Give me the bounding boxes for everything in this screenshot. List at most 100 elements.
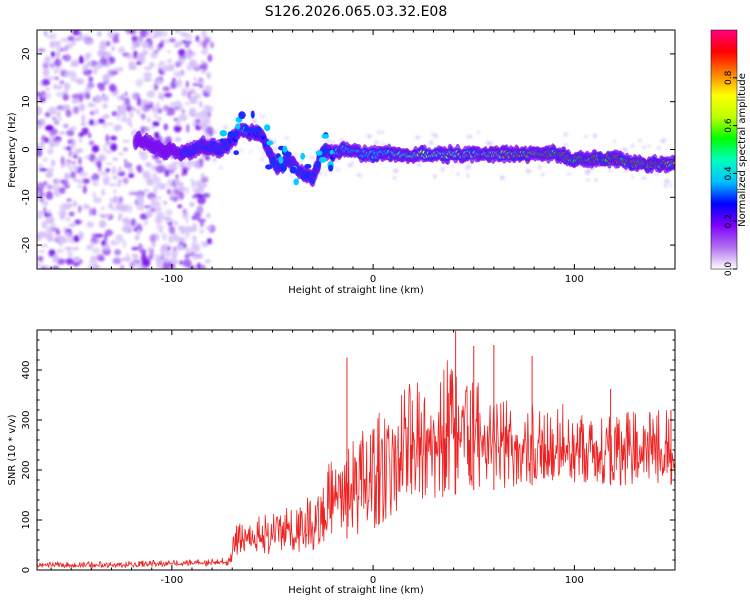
- noise-blob: [173, 259, 179, 264]
- noise-blob: [309, 156, 315, 160]
- noise-blob: [144, 219, 148, 226]
- noise-blob: [466, 135, 473, 139]
- noise-blob: [101, 244, 111, 250]
- noise-blob: [185, 248, 190, 253]
- noise-blob: [393, 168, 399, 174]
- noise-blob: [186, 48, 192, 55]
- noise-blob: [193, 77, 197, 82]
- noise-blob: [78, 205, 82, 213]
- track-fragment: [238, 111, 246, 120]
- noise-blob: [169, 102, 177, 107]
- noise-blob: [122, 239, 127, 249]
- noise-blob: [128, 167, 134, 175]
- noise-blob: [47, 209, 52, 215]
- noise-blob: [191, 180, 195, 189]
- noise-blob: [205, 259, 211, 264]
- noise-blob: [108, 183, 117, 187]
- noise-blob: [37, 142, 41, 147]
- noise-blob: [37, 146, 41, 155]
- noise-blob: [99, 170, 109, 177]
- noise-blob: [136, 97, 142, 107]
- noise-blob: [477, 130, 481, 134]
- noise-blob: [196, 205, 204, 215]
- noise-blob: [204, 85, 213, 94]
- noise-blob: [155, 253, 159, 260]
- noise-blob: [110, 197, 119, 204]
- noise-blob: [128, 173, 135, 178]
- noise-blob: [78, 103, 86, 112]
- noise-blob: [89, 119, 94, 126]
- noise-blob: [541, 172, 545, 177]
- noise-blob: [563, 132, 569, 137]
- noise-blob: [127, 204, 133, 213]
- noise-blob: [153, 30, 163, 38]
- noise-blob: [56, 235, 65, 242]
- noise-blob: [92, 191, 96, 199]
- noise-blob: [222, 125, 228, 129]
- noise-blob: [71, 246, 80, 251]
- noise-blob: [53, 69, 58, 75]
- noise-blob: [451, 165, 455, 168]
- noise-blob: [105, 134, 110, 143]
- noise-blob: [118, 166, 122, 173]
- snr-panel: -100 0 100 0 100 200 300 400 Height of straigh…: [7, 329, 676, 596]
- colorbar: 0.0 0.2 0.4 0.6 0.8 Normalized spectral ampl…: [710, 29, 748, 276]
- y-tick-label: 10: [21, 95, 32, 108]
- noise-blob: [59, 203, 67, 212]
- colorbar-ticks: 0.0 0.2 0.4 0.6 0.8: [724, 70, 737, 276]
- noise-blob: [174, 61, 182, 68]
- track-fragment: [266, 140, 274, 146]
- noise-blob: [37, 231, 47, 238]
- noise-blob: [178, 104, 183, 111]
- noise-blob: [56, 111, 61, 118]
- noise-blob: [102, 74, 110, 81]
- snr-y-ticks: 0 100 200 300 400: [21, 339, 675, 573]
- noise-blob: [154, 131, 160, 140]
- noise-blob: [111, 166, 117, 175]
- noise-blob: [122, 217, 130, 225]
- noise-blob: [156, 206, 162, 212]
- noise-blob: [181, 236, 186, 245]
- noise-blob: [98, 213, 104, 218]
- noise-blob: [131, 247, 139, 251]
- noise-blob: [192, 188, 199, 193]
- noise-blob: [55, 44, 62, 51]
- noise-blob: [187, 91, 192, 100]
- noise-blob: [136, 196, 145, 206]
- noise-blob: [73, 106, 79, 115]
- noise-blob: [197, 39, 203, 47]
- noise-blob: [114, 249, 121, 256]
- noise-blob: [373, 140, 380, 144]
- noise-blob: [204, 37, 210, 44]
- y-tick-label: 0: [21, 567, 32, 573]
- noise-blob: [380, 130, 385, 134]
- noise-blob: [174, 235, 182, 244]
- noise-blob: [160, 250, 166, 258]
- noise-blob: [62, 104, 71, 110]
- noise-blob: [187, 252, 196, 257]
- track-fragment: [289, 166, 297, 174]
- noise-blob: [56, 248, 64, 254]
- noise-blob: [198, 122, 206, 127]
- noise-blob: [213, 157, 217, 162]
- noise-blob: [43, 202, 48, 207]
- x-tick-label: 0: [370, 575, 376, 586]
- noise-blob: [37, 210, 43, 217]
- noise-blob: [81, 114, 86, 123]
- noise-blob: [98, 44, 107, 49]
- noise-blob: [157, 78, 163, 85]
- noise-blob: [167, 63, 175, 72]
- noise-blob: [191, 256, 199, 260]
- x-tick-label: -100: [160, 575, 183, 586]
- noise-blob: [63, 123, 69, 129]
- noise-blob: [456, 172, 460, 176]
- noise-blob: [67, 35, 75, 42]
- noise-blob: [114, 32, 120, 38]
- noise-blob: [433, 174, 437, 179]
- noise-blob: [206, 212, 211, 219]
- noise-blob: [167, 49, 171, 54]
- noise-blob: [197, 180, 203, 188]
- snr-data: [37, 331, 675, 569]
- noise-blob: [160, 94, 165, 101]
- noise-blob: [94, 174, 100, 180]
